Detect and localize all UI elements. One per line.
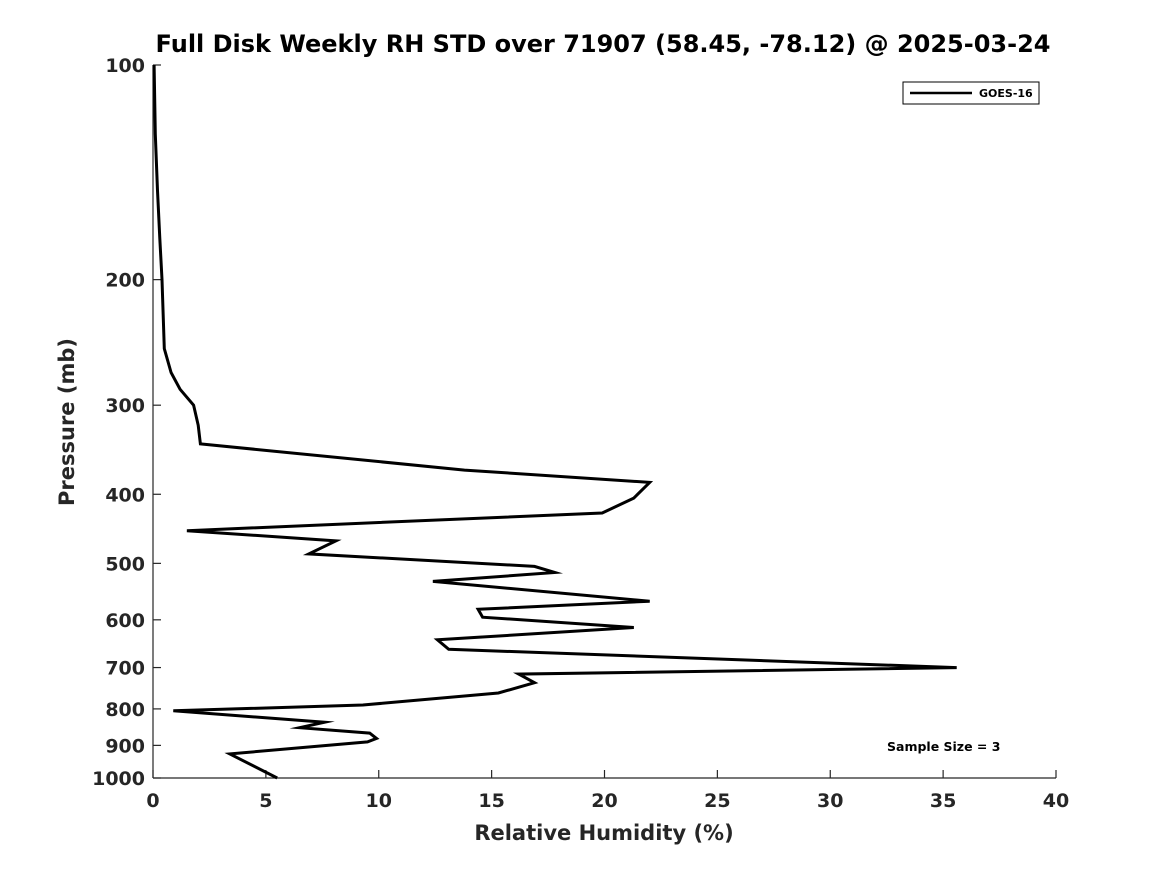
- x-tick-label: 5: [259, 790, 272, 812]
- x-tick-label: 0: [146, 790, 159, 812]
- x-tick-label: 25: [704, 790, 730, 812]
- series-line-goes-16: [152, 64, 957, 780]
- x-axis-label: Relative Humidity (%): [474, 821, 733, 845]
- sample-size-annotation: Sample Size = 3: [887, 739, 1000, 754]
- x-tick-label: 20: [591, 790, 617, 812]
- x-ticks: 0 5 10 15 20 25 30 35 40: [146, 770, 1069, 812]
- x-tick-label: 35: [930, 790, 956, 812]
- y-tick-label: 600: [105, 610, 145, 632]
- y-tick-label: 400: [105, 484, 145, 506]
- y-tick-label: 100: [105, 55, 145, 77]
- y-tick-label: 700: [105, 658, 145, 680]
- y-tick-label: 800: [105, 699, 145, 721]
- series-layer: [152, 64, 957, 780]
- x-tick-label: 15: [478, 790, 504, 812]
- y-tick-label: 200: [105, 270, 145, 292]
- y-tick-label: 900: [105, 735, 145, 757]
- y-tick-label: 300: [105, 395, 145, 417]
- plot-axes: 0 5 10 15 20 25 30 35 40 100 200 300 400 500 600 700 80…: [92, 55, 1069, 812]
- y-ticks: 100 200 300 400 500 600 700 800 900 1000: [92, 55, 161, 790]
- legend-label-goes-16: GOES-16: [979, 87, 1033, 100]
- legend: GOES-16: [902, 81, 1040, 105]
- chart-title: Full Disk Weekly RH STD over 71907 (58.4…: [156, 30, 1051, 58]
- x-tick-label: 30: [817, 790, 843, 812]
- y-axis-label: Pressure (mb): [55, 338, 79, 506]
- x-tick-label: 40: [1043, 790, 1069, 812]
- y-tick-label: 1000: [92, 768, 145, 790]
- x-tick-label: 10: [366, 790, 392, 812]
- y-tick-label: 500: [105, 553, 145, 575]
